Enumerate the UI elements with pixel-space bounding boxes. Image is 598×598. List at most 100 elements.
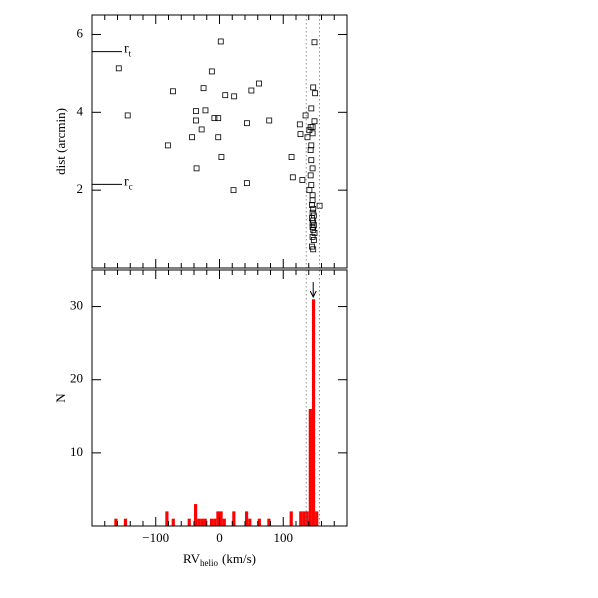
annotation: rt: [124, 42, 132, 59]
bar: [203, 518, 207, 526]
y-tick-label: 6: [77, 25, 84, 40]
x-tick-label: 0: [216, 530, 223, 545]
arrow-head: [309, 290, 317, 299]
point: [309, 124, 316, 130]
point: [310, 237, 317, 243]
bar: [289, 511, 293, 526]
point: [256, 80, 262, 87]
bar: [197, 518, 201, 526]
bar: [187, 518, 191, 526]
point: [309, 165, 316, 172]
point: [244, 180, 250, 187]
annotation-sub: t: [129, 49, 132, 59]
point: [189, 134, 195, 141]
point: [244, 120, 250, 127]
point: [193, 165, 200, 172]
annotation-sub: c: [129, 181, 133, 191]
y-tick-label: 4: [77, 103, 84, 118]
point: [308, 105, 315, 112]
point: [198, 126, 205, 133]
point: [307, 124, 314, 130]
point: [217, 38, 224, 45]
point: [302, 112, 309, 119]
bar: [114, 518, 118, 526]
point: [309, 202, 315, 208]
point: [211, 115, 218, 122]
y-axis-label: dist (arcmin): [53, 108, 68, 175]
point: [193, 117, 199, 124]
point: [170, 88, 176, 95]
point: [308, 142, 315, 149]
point: [306, 127, 313, 134]
bar: [267, 518, 271, 526]
bar: [305, 511, 309, 526]
point: [296, 121, 303, 128]
annotation-text: r: [124, 175, 129, 190]
point: [289, 174, 296, 181]
point: [230, 187, 237, 194]
bar: [213, 518, 217, 526]
x-axis-label-unit: (km/s): [222, 551, 256, 566]
point: [297, 131, 304, 138]
bar: [171, 518, 175, 526]
point: [299, 177, 306, 183]
bar: [315, 511, 319, 526]
y-axis-label: N: [53, 393, 68, 403]
point: [215, 134, 222, 141]
bar: [245, 511, 249, 526]
bar: [165, 511, 169, 526]
point: [311, 230, 318, 236]
bar: [311, 299, 316, 526]
bar: [222, 518, 226, 526]
point: [308, 182, 315, 188]
point: [115, 65, 122, 72]
bar: [257, 518, 261, 526]
bar: [299, 511, 303, 526]
x-axis-label-main: RV: [183, 551, 201, 566]
point: [307, 172, 314, 179]
bar: [200, 518, 204, 526]
y-tick-label: 10: [70, 444, 83, 459]
point: [310, 226, 317, 233]
point: [222, 92, 229, 99]
point: [218, 154, 225, 160]
point: [309, 220, 316, 227]
point: [304, 134, 311, 141]
point: [308, 157, 315, 164]
point: [309, 233, 316, 240]
point: [309, 130, 316, 137]
point: [310, 205, 317, 212]
y-tick-label: 20: [70, 371, 83, 386]
point: [124, 112, 131, 119]
point: [309, 192, 316, 199]
point: [248, 87, 255, 94]
bar: [219, 511, 223, 526]
point: [309, 197, 316, 204]
x-axis-label: RVhelio (km/s): [183, 551, 256, 568]
x-tick-label: 100: [274, 530, 294, 545]
y-tick-label: 2: [77, 181, 84, 196]
bar: [302, 511, 306, 526]
point: [193, 108, 199, 115]
bar: [232, 511, 236, 526]
point: [311, 118, 318, 125]
y-tick-label: 30: [70, 298, 83, 313]
point: [208, 68, 215, 75]
bar: [216, 511, 220, 526]
point: [266, 117, 273, 124]
bar: [308, 408, 312, 526]
point: [215, 115, 222, 122]
x-axis-label-sub: helio: [200, 558, 218, 568]
point: [310, 222, 317, 229]
point: [310, 246, 317, 253]
point: [231, 93, 238, 100]
bar: [248, 518, 252, 526]
point: [306, 187, 313, 194]
bar: [209, 518, 214, 526]
point: [307, 147, 314, 153]
annotation-text: r: [124, 42, 129, 57]
point: [164, 142, 171, 149]
x-tick-label: −100: [142, 530, 169, 545]
point: [200, 85, 207, 92]
point: [288, 154, 295, 160]
